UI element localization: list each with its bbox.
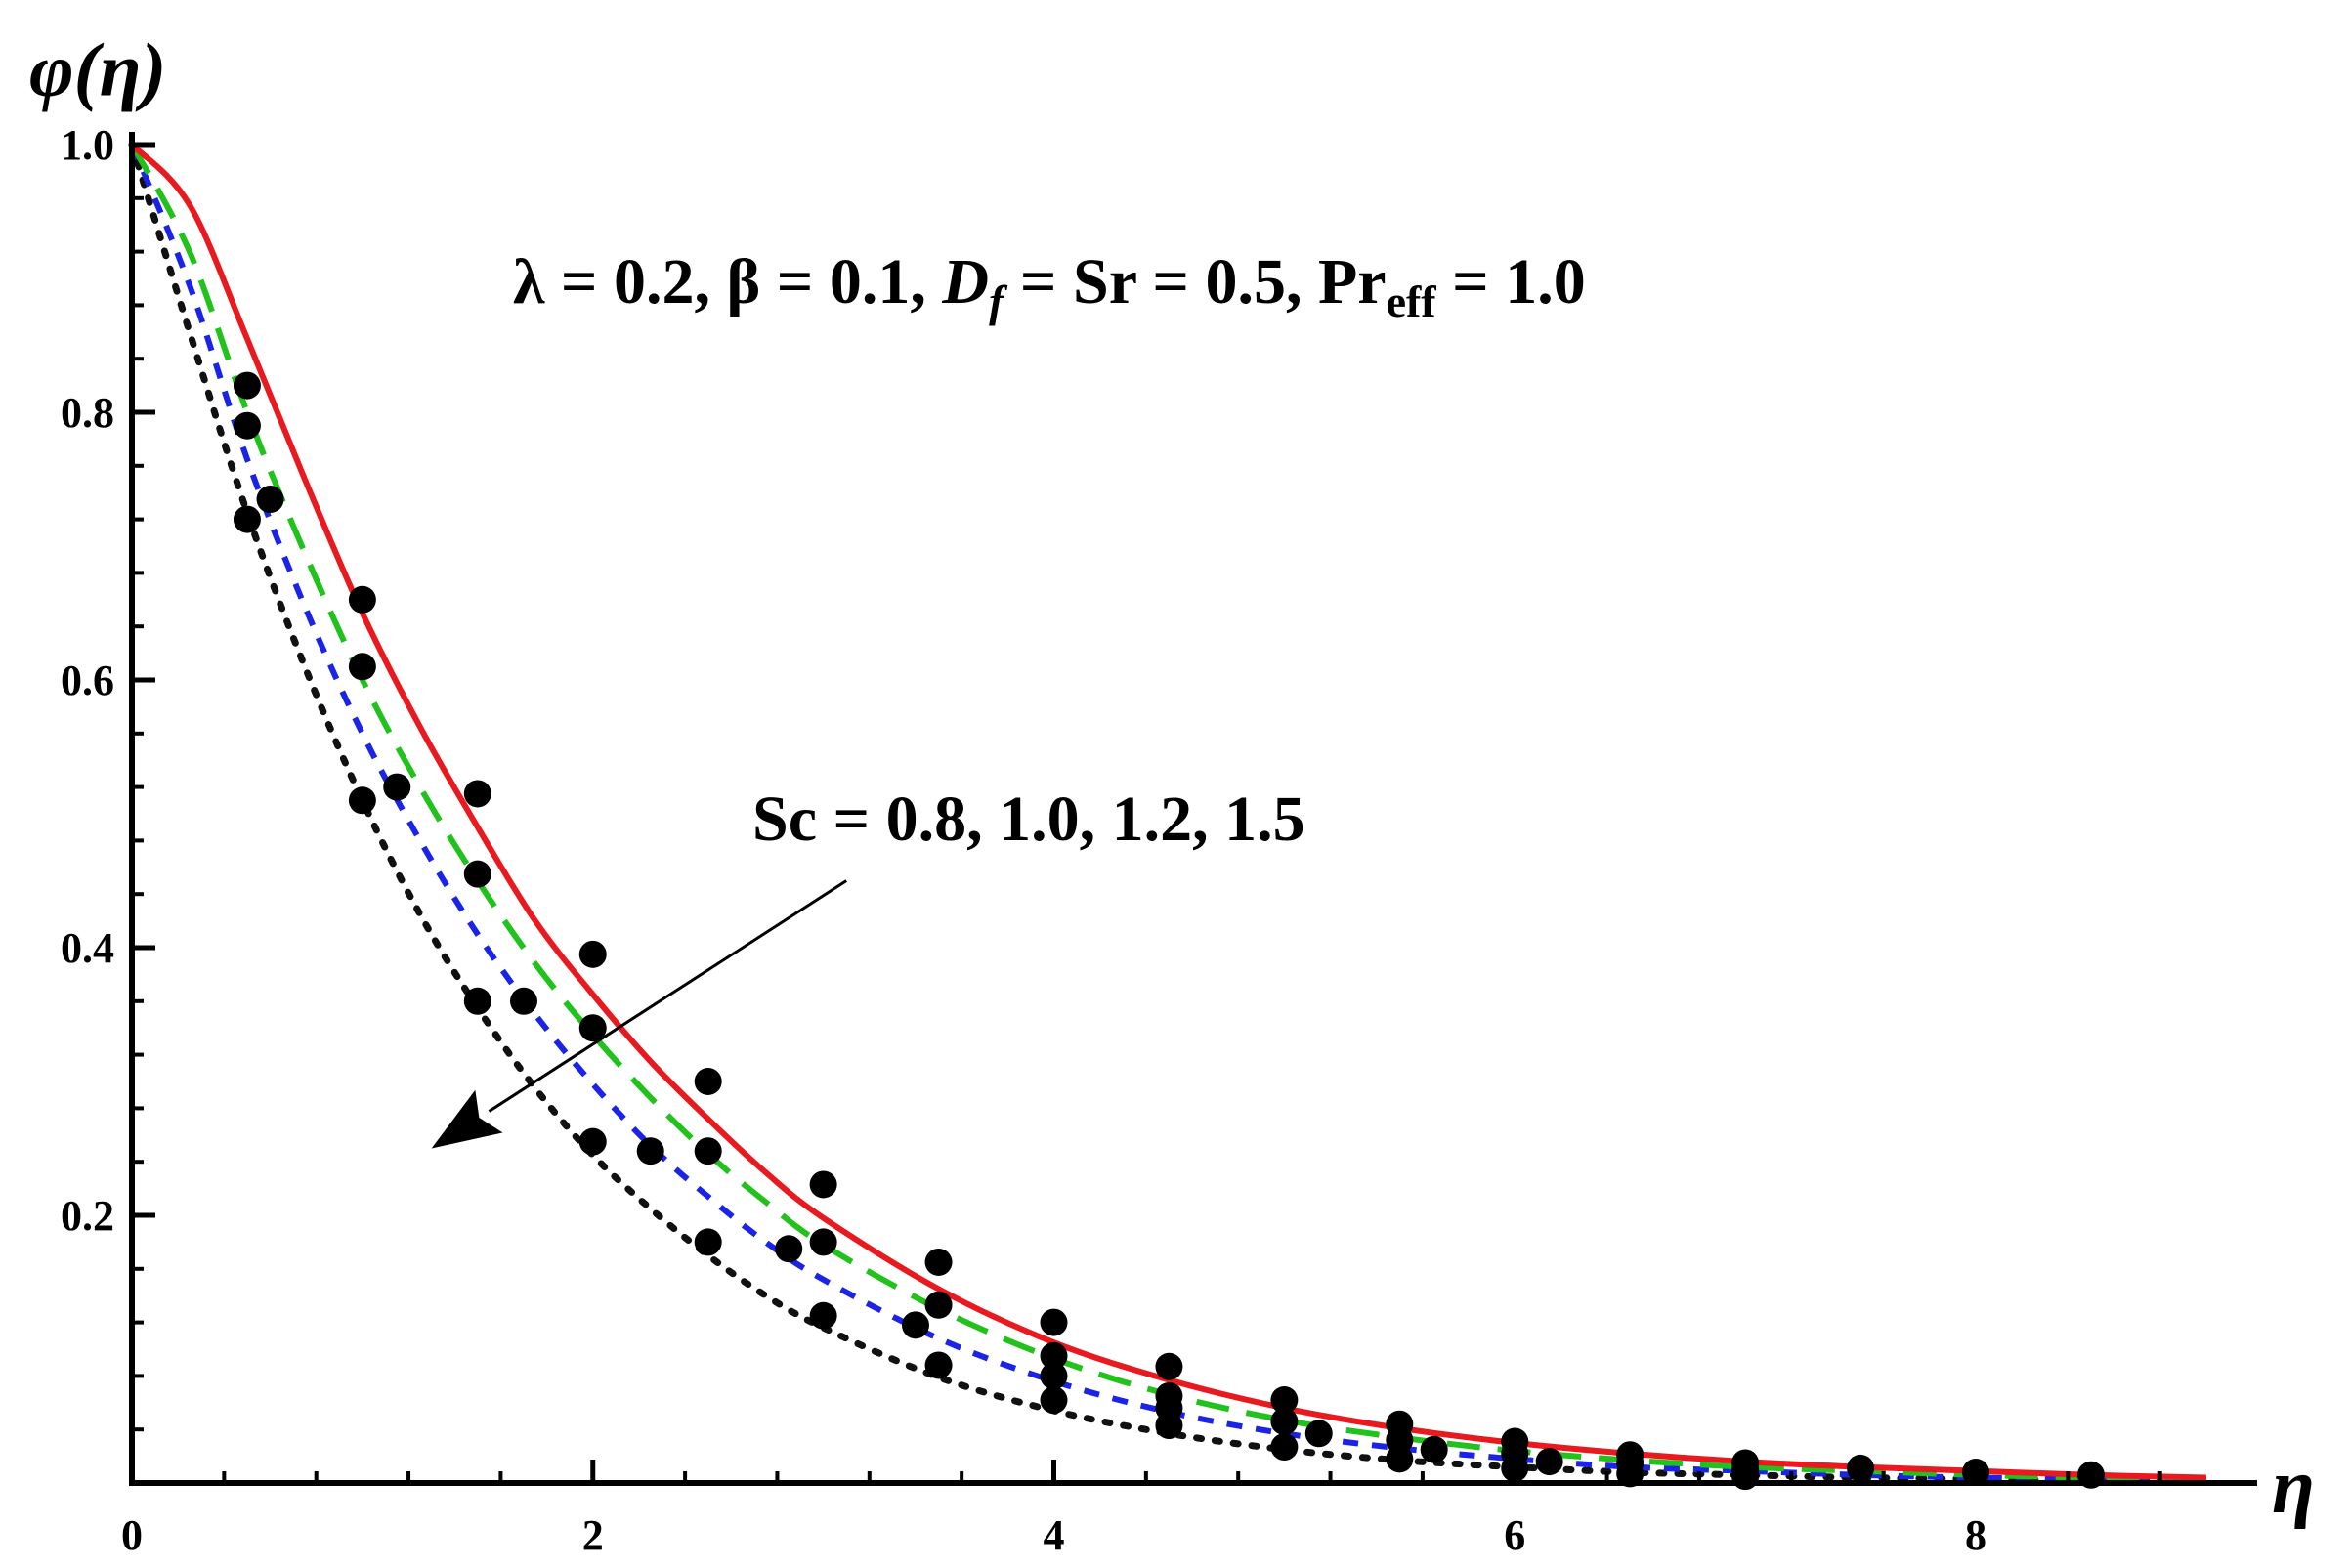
arrow-head [431, 1089, 503, 1149]
data-marker [924, 1291, 953, 1319]
x-tick-label: 2 [582, 1511, 604, 1559]
params-f-sub: f [989, 276, 1008, 326]
data-marker [1304, 1420, 1333, 1448]
x-tick-label: 4 [1044, 1511, 1065, 1559]
data-marker [256, 486, 284, 514]
arrow-shaft [488, 879, 848, 1113]
y-tick-label: 0.6 [61, 657, 114, 704]
sc-annotation: Sc = 0.8, 1.0, 1.2, 1.5 [752, 784, 1305, 855]
data-marker [1155, 1352, 1183, 1380]
data-marker [578, 1014, 607, 1042]
data-marker [1386, 1445, 1414, 1473]
params-eff-sub: eff [1387, 276, 1437, 326]
data-marker [1040, 1308, 1068, 1336]
x-tick-label: 8 [1965, 1511, 1986, 1559]
data-marker [1270, 1386, 1299, 1415]
data-marker [578, 1127, 607, 1156]
x-tick-label: 6 [1504, 1511, 1525, 1559]
data-marker [1420, 1435, 1448, 1463]
data-marker [1535, 1448, 1563, 1476]
data-marker [463, 987, 491, 1015]
y-axis-label: φ(η) [29, 27, 166, 112]
data-marker [924, 1248, 953, 1276]
params-end: = 1.0 [1436, 246, 1586, 318]
y-tick-label: 0.2 [61, 1192, 114, 1240]
data-marker [1386, 1426, 1414, 1455]
params-d: D [941, 246, 989, 318]
params-mid: = Sr = 0.5, Pr [1004, 246, 1386, 318]
data-marker [1155, 1394, 1183, 1422]
data-marker [694, 1137, 722, 1165]
data-marker [775, 1235, 803, 1263]
data-marker [1040, 1362, 1068, 1390]
data-marker [1040, 1386, 1068, 1415]
arrow-layer [431, 879, 848, 1149]
data-marker [348, 786, 376, 815]
data-marker [636, 1137, 664, 1165]
data-marker [809, 1228, 837, 1256]
data-marker [694, 1068, 722, 1095]
data-marker [348, 653, 376, 681]
tick-layer: 0 2 4 6 8 0.2 0.4 0.6 0.8 1.0 [61, 121, 2162, 1559]
parameter-annotation: λ = 0.2, β = 0.1, Df = Sr = 0.5, Preff =… [513, 246, 1586, 326]
x-axis-label: η [2272, 1444, 2315, 1530]
data-marker [1270, 1407, 1299, 1435]
data-marker [463, 860, 491, 888]
marker-layer [233, 371, 2105, 1491]
series-line-shortdash [129, 143, 2206, 1484]
data-marker [463, 780, 491, 808]
data-marker [348, 585, 376, 614]
data-marker [233, 371, 261, 400]
y-tick-label: 0.4 [61, 924, 114, 972]
data-marker [901, 1311, 929, 1339]
x-tick-label: 0 [121, 1511, 143, 1559]
data-marker [1040, 1341, 1068, 1370]
data-marker [383, 773, 411, 801]
data-marker [694, 1228, 722, 1256]
series-line-longdash [129, 143, 2206, 1482]
params-main: λ = 0.2, β = 0.1, [513, 246, 942, 318]
data-marker [809, 1301, 837, 1330]
data-marker [1847, 1454, 1875, 1482]
y-tick-label: 0.8 [61, 389, 114, 437]
data-marker [1270, 1433, 1299, 1462]
data-marker [924, 1351, 953, 1379]
y-tick-label: 1.0 [61, 121, 114, 169]
data-marker [809, 1170, 837, 1199]
data-marker [233, 411, 261, 440]
data-marker [233, 505, 261, 533]
data-marker [509, 987, 537, 1015]
data-marker [578, 940, 607, 968]
